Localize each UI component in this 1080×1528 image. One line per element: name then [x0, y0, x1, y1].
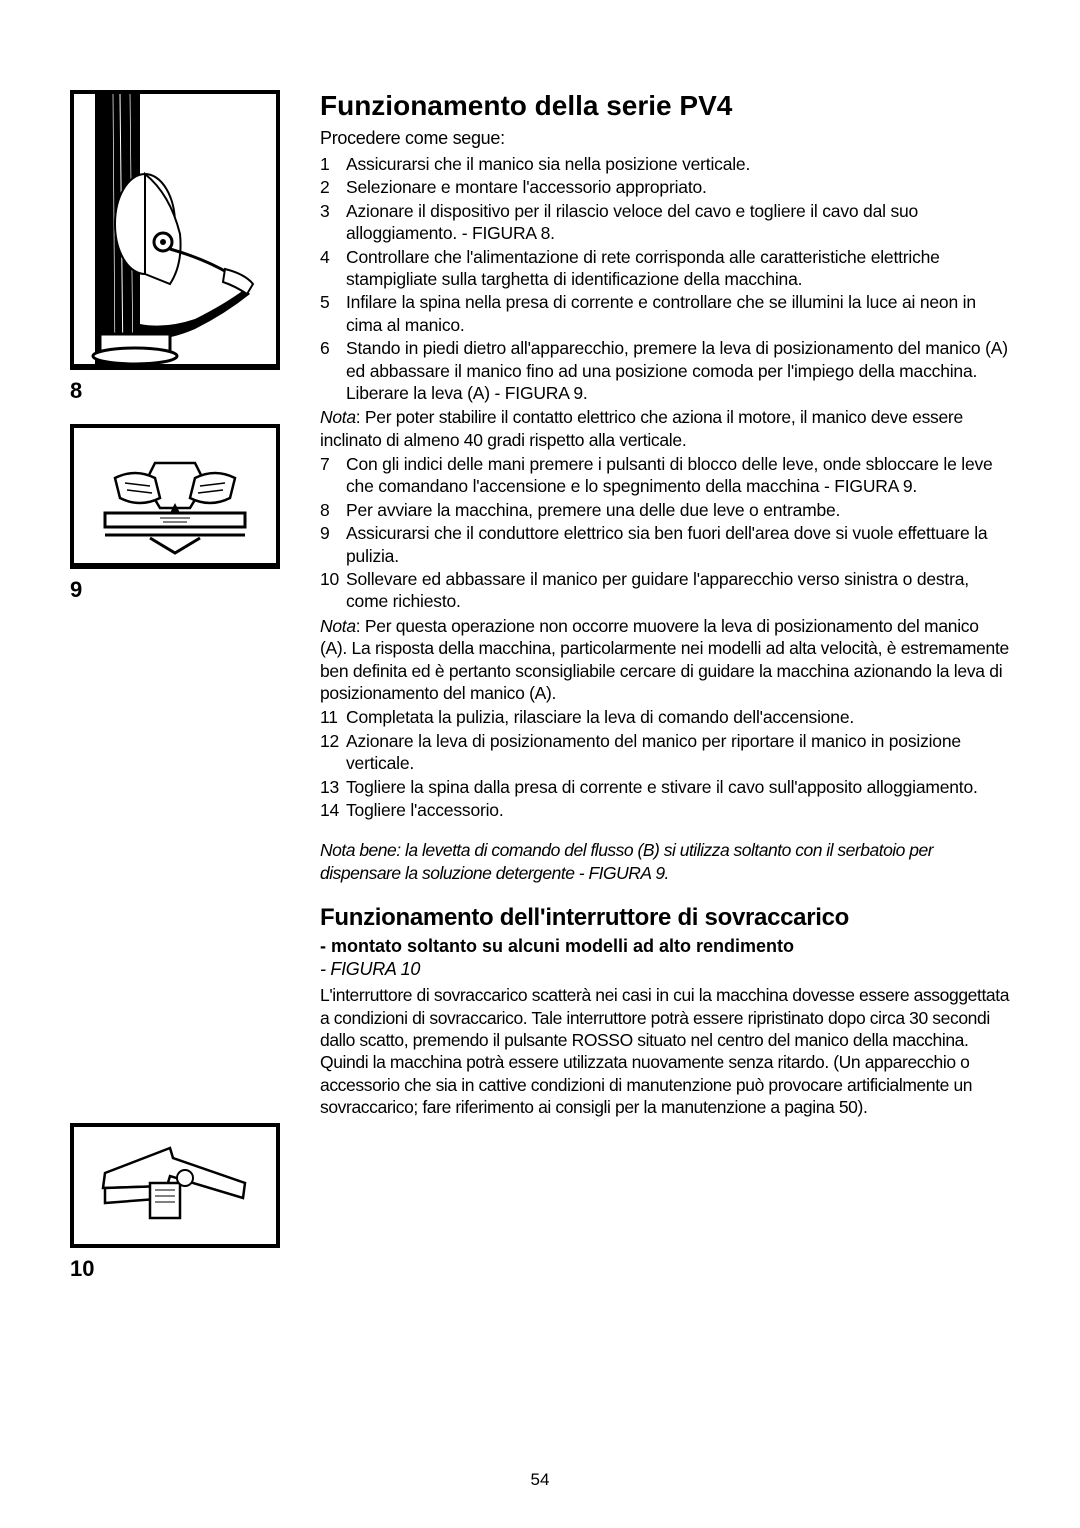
step-item: 6Stando in piedi dietro all'apparecchio,…: [320, 337, 1010, 404]
figures-column: 8 9: [70, 90, 290, 1302]
step-item: 13Togliere la spina dalla presa di corre…: [320, 776, 1010, 798]
note-2: Nota: Per questa operazione non occorre …: [320, 615, 1010, 705]
step-item: 14Togliere l'accessorio.: [320, 799, 1010, 821]
section1-heading: Funzionamento della serie PV4: [320, 90, 1010, 122]
step-item: 2Selezionare e montare l'accessorio appr…: [320, 176, 1010, 198]
figure-9-number: 9: [70, 577, 290, 603]
section2-paragraph: L'interruttore di sovraccarico scatterà …: [320, 984, 1010, 1118]
step-item: 9Assicurarsi che il conduttore elettrico…: [320, 522, 1010, 567]
step-item: 5Infilare la spina nella presa di corren…: [320, 291, 1010, 336]
steps-list-1: 1Assicurarsi che il manico sia nella pos…: [320, 153, 1010, 404]
text-column: Funzionamento della serie PV4 Procedere …: [320, 90, 1010, 1302]
section2-subtitle: - montato soltanto su alcuni modelli ad …: [320, 936, 1010, 957]
notabene: Nota bene: la levetta di comando del flu…: [320, 839, 1010, 884]
step-item: 3Azionare il dispositivo per il rilascio…: [320, 200, 1010, 245]
figure-8-number: 8: [70, 378, 290, 404]
step-item: 1Assicurarsi che il manico sia nella pos…: [320, 153, 1010, 175]
figure-10-illustration: [70, 1123, 280, 1248]
section1-intro: Procedere come segue:: [320, 128, 1010, 149]
step-item: 7Con gli indici delle mani premere i pul…: [320, 453, 1010, 498]
steps-list-2: 7Con gli indici delle mani premere i pul…: [320, 453, 1010, 613]
figure-10-number: 10: [70, 1256, 290, 1282]
step-item: 4Controllare che l'alimentazione di rete…: [320, 246, 1010, 291]
step-item: 11Completata la pulizia, rilasciare la l…: [320, 706, 1010, 728]
page-number: 54: [531, 1470, 550, 1490]
figure-10: 10: [70, 1123, 290, 1282]
step-item: 8Per avviare la macchina, premere una de…: [320, 499, 1010, 521]
note-1: Nota: Per poter stabilire il contatto el…: [320, 406, 1010, 451]
figure-9-illustration: [70, 424, 280, 569]
step-item: 12Azionare la leva di posizionamento del…: [320, 730, 1010, 775]
figure-8-illustration: [70, 90, 280, 370]
figure-9: 9: [70, 424, 290, 603]
steps-list-3: 11Completata la pulizia, rilasciare la l…: [320, 706, 1010, 821]
section2-figref: - FIGURA 10: [320, 959, 1010, 980]
figure-8: 8: [70, 90, 290, 404]
step-item: 10Sollevare ed abbassare il manico per g…: [320, 568, 1010, 613]
section2-heading: Funzionamento dell'interruttore di sovra…: [320, 904, 1010, 932]
